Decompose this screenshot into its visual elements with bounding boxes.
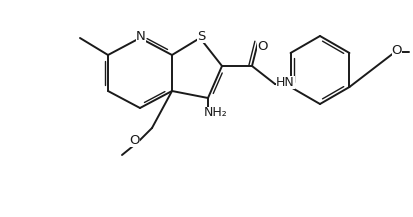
Text: NH₂: NH₂ <box>204 107 228 120</box>
Text: O: O <box>130 133 140 146</box>
Text: O: O <box>257 41 267 54</box>
Text: S: S <box>197 30 205 43</box>
Text: HN: HN <box>276 76 295 89</box>
Text: O: O <box>392 44 402 58</box>
Text: N: N <box>136 31 146 43</box>
